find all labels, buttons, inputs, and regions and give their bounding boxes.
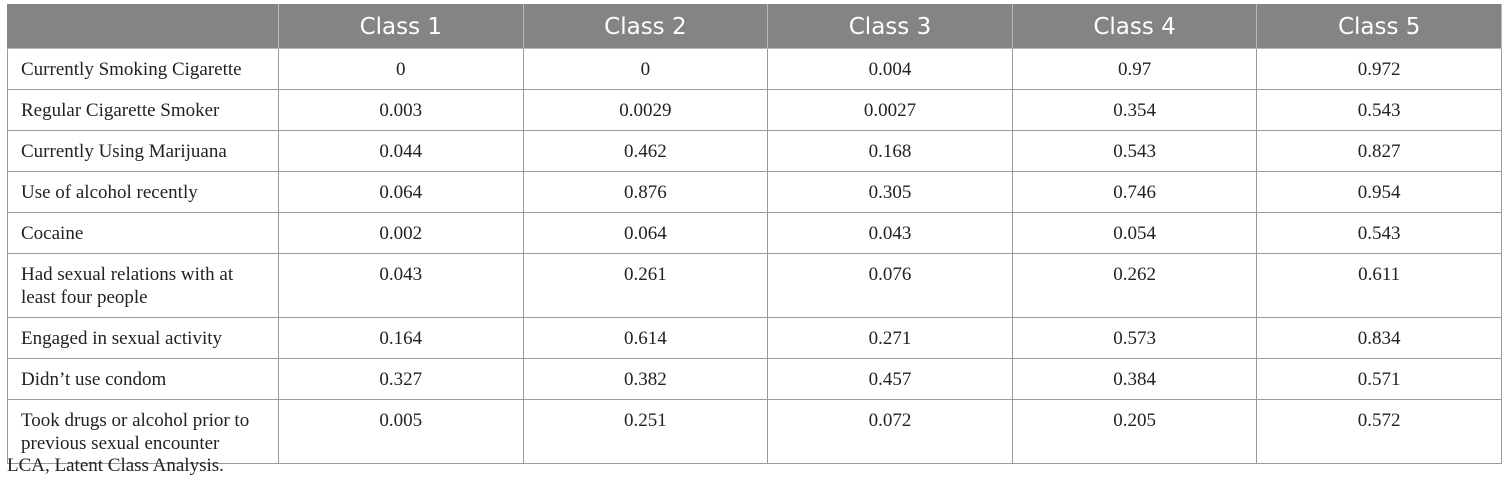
table-cell: 0.261 xyxy=(522,253,769,318)
row-label: Cocaine xyxy=(7,212,279,254)
table-cell: 0.251 xyxy=(522,399,769,464)
table-cell: 0.457 xyxy=(767,358,1013,400)
table-cell: 0.543 xyxy=(1256,212,1502,254)
table-cell: 0.064 xyxy=(522,212,769,254)
lca-table-container: Class 1 Class 2 Class 3 Class 4 Class 5 … xyxy=(7,4,1502,464)
table-cell: 0.0027 xyxy=(767,89,1013,131)
table-cell: 0.354 xyxy=(1011,89,1258,131)
header-class-2: Class 2 xyxy=(522,4,769,49)
table-cell: 0.205 xyxy=(1011,399,1258,464)
table-cell: 0.571 xyxy=(1256,358,1502,400)
table-cell: 0.271 xyxy=(767,317,1013,359)
table-cell: 0.262 xyxy=(1011,253,1258,318)
table-cell: 0.072 xyxy=(767,399,1013,464)
row-label: Currently Using Marijuana xyxy=(7,130,279,172)
table-cell: 0.005 xyxy=(278,399,524,464)
row-label: Took drugs or alcohol prior to previous … xyxy=(7,399,279,464)
table-cell: 0.954 xyxy=(1256,171,1502,213)
lca-class-probability-table: Class 1 Class 2 Class 3 Class 4 Class 5 … xyxy=(7,4,1502,464)
table-row: Use of alcohol recently 0.064 0.876 0.30… xyxy=(7,171,1502,213)
table-row: Currently Using Marijuana 0.044 0.462 0.… xyxy=(7,130,1502,172)
table-row: Didn’t use condom 0.327 0.382 0.457 0.38… xyxy=(7,358,1502,400)
table-row: Currently Smoking Cigarette 0 0 0.004 0.… xyxy=(7,48,1502,90)
table-cell: 0.611 xyxy=(1256,253,1502,318)
table-cell: 0.543 xyxy=(1011,130,1258,172)
table-cell: 0 xyxy=(278,48,524,90)
table-cell: 0.064 xyxy=(278,171,524,213)
row-label: Currently Smoking Cigarette xyxy=(7,48,279,90)
row-label: Use of alcohol recently xyxy=(7,171,279,213)
table-cell: 0.97 xyxy=(1011,48,1258,90)
row-label: Engaged in sexual activity xyxy=(7,317,279,359)
table-cell: 0 xyxy=(522,48,769,90)
table-cell: 0.164 xyxy=(278,317,524,359)
table-cell: 0.462 xyxy=(522,130,769,172)
table-cell: 0.305 xyxy=(767,171,1013,213)
table-cell: 0.003 xyxy=(278,89,524,131)
table-cell: 0.876 xyxy=(522,171,769,213)
row-label: Didn’t use condom xyxy=(7,358,279,400)
table-cell: 0.827 xyxy=(1256,130,1502,172)
table-row: Engaged in sexual activity 0.164 0.614 0… xyxy=(7,317,1502,359)
header-class-1: Class 1 xyxy=(278,4,524,49)
header-class-4: Class 4 xyxy=(1011,4,1258,49)
row-label: Regular Cigarette Smoker xyxy=(7,89,279,131)
header-class-5: Class 5 xyxy=(1256,4,1502,49)
table-cell: 0.572 xyxy=(1256,399,1502,464)
table-row: Cocaine 0.002 0.064 0.043 0.054 0.543 xyxy=(7,212,1502,254)
table-cell: 0.382 xyxy=(522,358,769,400)
row-label: Had sexual relations with at least four … xyxy=(7,253,279,318)
table-cell: 0.168 xyxy=(767,130,1013,172)
table-row: Had sexual relations with at least four … xyxy=(7,253,1502,318)
table-cell: 0.543 xyxy=(1256,89,1502,131)
table-cell: 0.746 xyxy=(1011,171,1258,213)
table-cell: 0.573 xyxy=(1011,317,1258,359)
table-row: Took drugs or alcohol prior to previous … xyxy=(7,399,1502,464)
table-cell: 0.076 xyxy=(767,253,1013,318)
table-cell: 0.004 xyxy=(767,48,1013,90)
table-cell: 0.972 xyxy=(1256,48,1502,90)
table-cell: 0.043 xyxy=(278,253,524,318)
table-cell: 0.0029 xyxy=(522,89,769,131)
header-class-3: Class 3 xyxy=(767,4,1013,49)
table-cell: 0.002 xyxy=(278,212,524,254)
table-cell: 0.384 xyxy=(1011,358,1258,400)
table-cell: 0.043 xyxy=(767,212,1013,254)
header-row: Class 1 Class 2 Class 3 Class 4 Class 5 xyxy=(7,4,1502,49)
table-cell: 0.054 xyxy=(1011,212,1258,254)
table-row: Regular Cigarette Smoker 0.003 0.0029 0.… xyxy=(7,89,1502,131)
header-corner xyxy=(7,4,279,49)
table-cell: 0.614 xyxy=(522,317,769,359)
table-footnote: LCA, Latent Class Analysis. xyxy=(7,455,224,476)
table-cell: 0.834 xyxy=(1256,317,1502,359)
table-cell: 0.044 xyxy=(278,130,524,172)
table-cell: 0.327 xyxy=(278,358,524,400)
